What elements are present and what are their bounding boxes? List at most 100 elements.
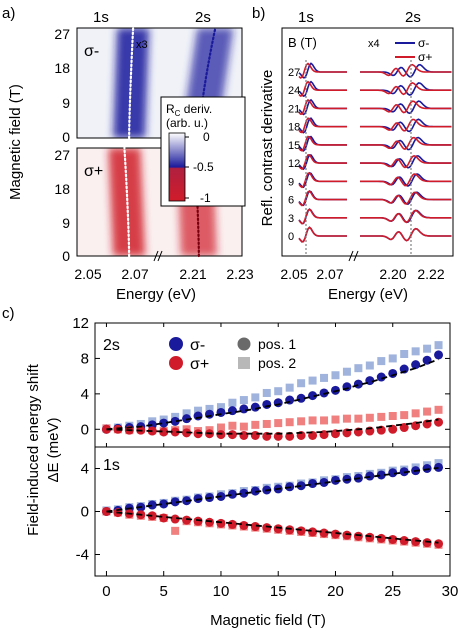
a-label-sigma-minus: σ- — [84, 43, 99, 60]
panel-label-a: a) — [2, 5, 15, 22]
c-point-2s-sp-pos1 — [388, 424, 398, 434]
c-point-1s-sp-pos1 — [434, 539, 444, 549]
c-point-1s-sm-pos1 — [170, 497, 180, 507]
c-point-2s-sm-pos1 — [308, 391, 318, 401]
c-point-2s-sm-pos1 — [193, 411, 203, 421]
b-axis-break — [348, 250, 359, 262]
c-point-1s-sm-pos1 — [296, 481, 306, 491]
b-offset-label-27: 27 — [288, 67, 300, 79]
c-point-1s-sp-pos1 — [353, 531, 363, 541]
c-point-2s-sp-pos1 — [227, 430, 237, 440]
c-point-2s-sm-pos1 — [159, 418, 169, 428]
c-point-2s-sm-pos2 — [182, 409, 191, 418]
b-offset-label-18: 18 — [288, 122, 300, 134]
cbar-label-rest: deriv. — [180, 102, 212, 116]
b-curve-1s-15-1 — [298, 135, 347, 152]
c-point-2s-sm-pos2 — [297, 379, 306, 388]
c-point-1s-sm-pos1 — [330, 475, 340, 485]
c-point-2s-sm-pos1 — [411, 360, 421, 370]
b-curve-2s-0-0 — [360, 227, 452, 242]
panel-label-c: c) — [2, 305, 15, 322]
c-point-2s-sm-pos2 — [400, 350, 409, 358]
b-offset-label-6: 6 — [288, 195, 294, 207]
a-x3-label: x3 — [136, 39, 148, 51]
c-legend-sigma-plus: σ+ — [190, 356, 209, 373]
b-legend-sigma-plus: σ+ — [418, 50, 432, 64]
a-xtick-4: 2.23 — [226, 266, 253, 282]
c-point-2s-sp-pos1 — [239, 430, 249, 440]
c-ylabel-line1: Field-induced energy shift — [25, 363, 42, 536]
a-ytick-top-0: 0 — [62, 129, 70, 145]
c-xtick-0: 0 — [102, 583, 110, 600]
c-point-2s-sp-pos2 — [423, 407, 432, 416]
c-point-1s-sp-pos1 — [365, 532, 375, 542]
a-ytick-bot-0: 0 — [62, 248, 70, 264]
b-offset-label-24: 24 — [288, 85, 300, 97]
a-peak-label-2s: 2s — [195, 9, 211, 26]
c-point-1s-sp-pos1 — [170, 514, 180, 524]
a-ytick-bot-9: 9 — [62, 215, 70, 231]
c-point-2s-sp-pos2 — [239, 422, 248, 431]
b-offset-label-12: 12 — [288, 158, 300, 170]
b-xtick-4: 2.22 — [417, 266, 444, 282]
c-ytick-2s-4: 4 — [81, 386, 89, 403]
b-legend: σ- σ+ — [395, 36, 432, 64]
b-curve-2s-9-0 — [360, 173, 452, 187]
b-curve-1s-0-1 — [298, 226, 347, 243]
c-point-2s-sp-pos2 — [228, 421, 237, 430]
a-peak-label-1s: 1s — [93, 9, 109, 26]
c-fit_plus-2s — [106, 418, 439, 435]
b-curve-1s-24-1 — [298, 80, 347, 97]
cbar-label-r: R — [166, 102, 175, 116]
b-curve-1s-9-1 — [298, 172, 347, 189]
c-point-2s-sm-pos2 — [388, 354, 397, 363]
a-ylabel: Magnetic field (T) — [7, 84, 24, 200]
b-xlabel: Energy (eV) — [328, 286, 408, 303]
c-point-2s-sp-pos1 — [170, 427, 180, 437]
b-peak-label-1s: 1s — [298, 9, 314, 26]
cbar-label-units: (arb. u.) — [166, 116, 208, 130]
c-point-1s-sp-pos1 — [205, 517, 215, 527]
svg-text:RC deriv.: RC deriv. — [166, 102, 212, 118]
c-point-2s-sm-pos2 — [354, 364, 363, 373]
c-point-1s-sm-pos1 — [227, 489, 237, 499]
c-point-1s-sm-pos1 — [376, 470, 386, 480]
c-ytick-2s-8: 8 — [81, 350, 89, 367]
c-point-1s-sm-pos1 — [147, 500, 157, 510]
c-point-2s-sm-pos2 — [285, 383, 294, 392]
c-point-2s-sp-pos1 — [434, 417, 444, 427]
c-point-2s-sm-pos2 — [320, 373, 329, 382]
c-point-2s-sp-pos2 — [365, 413, 374, 422]
a-label-sigma-plus: σ+ — [84, 163, 103, 180]
c-point-2s-sm-pos1 — [376, 372, 386, 382]
c-xtick-5: 5 — [160, 583, 168, 600]
c-point-1s-sp-pos1 — [216, 518, 226, 528]
c-point-2s-sp-pos2 — [320, 416, 329, 425]
a-xlabel: Energy (eV) — [116, 286, 196, 303]
c-ytick-1s-0: 0 — [81, 504, 89, 521]
c-point-2s-sm-pos1 — [262, 399, 272, 409]
b-curve-2s-6-0 — [360, 191, 452, 205]
b-curve-1s-6-1 — [298, 190, 347, 207]
c-legend-sigma-minus: σ- — [190, 337, 205, 354]
cbar-tick-1: -1 — [200, 191, 211, 205]
c-ytick-2s-0: 0 — [81, 421, 89, 438]
c-point-1s-sm-pos1 — [239, 488, 249, 498]
cbar-tick-0: 0 — [203, 130, 210, 144]
b-curve-2s-6-1 — [360, 191, 452, 205]
c-xtick-10: 10 — [213, 583, 230, 600]
c-point-2s-sm-pos2 — [216, 403, 225, 412]
c-point-2s-sp-pos2 — [285, 418, 294, 427]
c-xtick-30: 30 — [442, 583, 458, 600]
c-point-2s-sp-pos1 — [216, 430, 226, 440]
c-point-2s-sm-pos2 — [434, 341, 443, 350]
c-ytick-1s-4: 4 — [81, 461, 89, 478]
b-curve-2s-18-1 — [360, 118, 452, 132]
c-xtick-25: 25 — [384, 583, 401, 600]
c-point-2s-sm-pos2 — [274, 387, 283, 396]
c-point-1s-sp-pos1 — [182, 515, 192, 525]
a-peak-track-1-0 — [123, 146, 131, 258]
c-legend-pos1: pos. 1 — [258, 336, 296, 352]
c-fit_minus-1s — [106, 467, 439, 513]
c-point-2s-sm-pos2 — [308, 376, 317, 385]
